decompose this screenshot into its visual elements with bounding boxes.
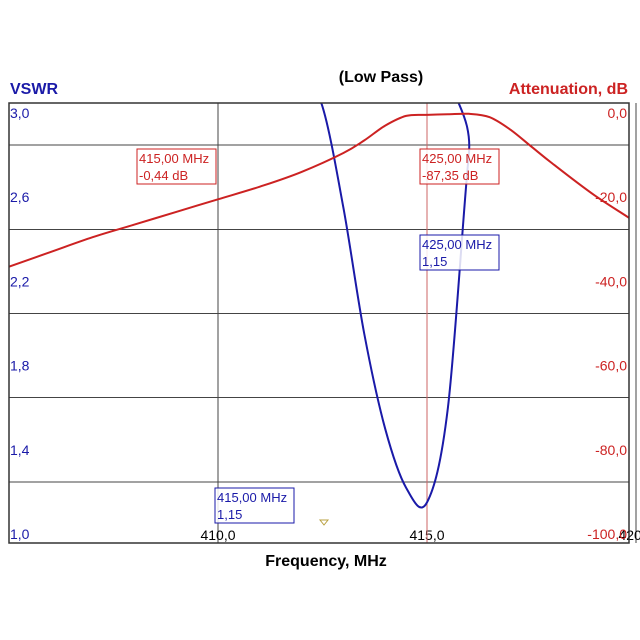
x-axis-label: Frequency, MHz [265,553,387,570]
vswr-marker-425: 425,00 MHz 1,15 [419,234,500,271]
vswr-marker-415: 415,00 MHz 1,15 [214,487,295,524]
marker-value-label: 1,15 [422,254,447,269]
y-left-tick-label: 3,0 [10,105,30,121]
att-marker-415: 415,00 MHz -0,44 dB [136,148,217,185]
marker-label-box [419,148,500,185]
y-left-tick-labels: 3,0 2,6 2,2 1,8 1,4 1,0 [10,105,30,542]
chart-title: (Low Pass) [339,69,423,86]
y-right-tick-label: -100,0 [587,526,627,542]
marker-value-label: 1,15 [217,507,242,522]
y-left-tick-label: 1,8 [10,358,30,374]
marker-freq-label: 425,00 MHz [422,151,492,166]
y-left-tick-label: 2,6 [10,189,30,205]
y-right-tick-label: -60,0 [595,358,627,374]
marker-freq-label: 415,00 MHz [139,151,209,166]
y-right-label: Attenuation, dB [509,81,628,98]
marker-label-box [214,487,295,524]
y-left-tick-label: 1,0 [10,526,30,542]
y-right-tick-label: -80,0 [595,442,627,458]
y-right-tick-label: 0,0 [608,105,628,121]
y-right-tick-label: -20,0 [595,189,627,205]
x-axis-marker-icon [318,519,330,526]
y-right-tick-label: -40,0 [595,273,627,289]
marker-label-box [419,234,500,271]
marker-value-label: -0,44 dB [139,168,188,183]
marker-freq-label: 415,00 MHz [217,490,287,505]
y-left-tick-label: 2,2 [10,273,30,289]
att-marker-425: 425,00 MHz -87,35 dB [419,148,500,185]
marker-labels: 415,00 MHz -0,44 dB 425,00 MHz -87,35 dB 415… [136,148,500,524]
x-tick-label: 410,0 [200,527,235,543]
marker-value-label: -87,35 dB [422,168,478,183]
plot-frame [8,102,630,544]
marker-label-box [136,148,217,185]
series-group [9,103,629,509]
series-line-attenuation [9,112,629,268]
series-line-vswr [320,103,471,509]
y-left-label: VSWR [10,81,58,98]
y-left-tick-label: 1,4 [10,442,30,458]
marker-freq-label: 425,00 MHz [422,237,492,252]
